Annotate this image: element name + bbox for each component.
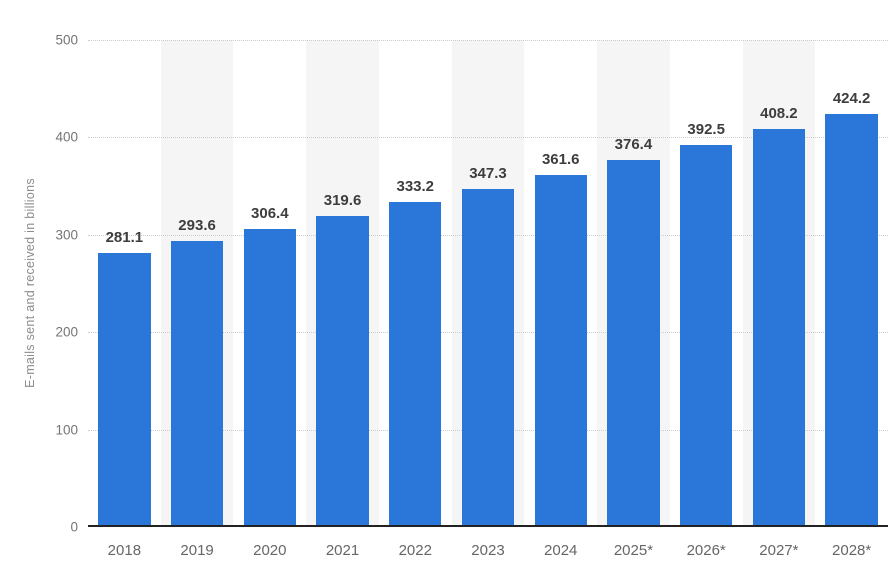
- value-label: 333.2: [396, 178, 435, 196]
- chart-column: 281.1 2018: [88, 40, 161, 559]
- value-label: 281.1: [105, 229, 144, 247]
- bar-2023[interactable]: [461, 188, 515, 527]
- bar-2018[interactable]: [98, 253, 151, 527]
- x-tick-label: 2023: [471, 542, 505, 559]
- x-tick-label: 2019: [180, 542, 214, 559]
- chart-column: 376.4 2025*: [597, 40, 670, 559]
- plot-area: 0 100 200 300 400 500 281.1 2018 293.6 2019 306.4 2…: [55, 33, 888, 559]
- value-label: 361.6: [541, 150, 580, 168]
- bar-2021[interactable]: [316, 215, 369, 527]
- x-tick-label: 2025*: [613, 542, 654, 559]
- y-tick-label: 0: [70, 519, 78, 535]
- y-tick-label: 500: [55, 32, 78, 48]
- bar-2028[interactable]: [825, 113, 878, 527]
- gridline: [88, 137, 888, 139]
- value-label: 319.6: [323, 191, 362, 209]
- value-label: 392.5: [687, 120, 725, 138]
- bar-2022[interactable]: [389, 202, 442, 527]
- chart-column: 424.2 2028*: [815, 40, 888, 559]
- chart-column: 347.3 2023: [452, 40, 525, 559]
- x-tick-label: 2018: [107, 542, 142, 559]
- value-label: 424.2: [832, 89, 871, 107]
- chart-column: 408.2 2027*: [743, 40, 816, 559]
- y-tick-label: 100: [55, 422, 78, 438]
- gridline: [88, 40, 888, 41]
- value-label: 306.4: [251, 204, 289, 222]
- x-tick-label: 2022: [398, 542, 432, 559]
- bar-2024[interactable]: [534, 174, 587, 527]
- chart-column: 392.5 2026*: [670, 40, 743, 559]
- bar-2020[interactable]: [243, 228, 296, 527]
- y-tick-label: 300: [55, 227, 78, 243]
- x-tick-label: 2027*: [759, 542, 799, 559]
- x-tick-label: 2020: [253, 542, 287, 559]
- bar-2019[interactable]: [170, 241, 224, 527]
- value-label: 347.3: [469, 164, 507, 182]
- bar-2025[interactable]: [607, 160, 660, 527]
- chart-column: 293.6 2019: [161, 40, 234, 559]
- value-label: 293.6: [178, 217, 216, 235]
- x-tick-label: 2021: [325, 542, 360, 559]
- x-tick-label: 2026*: [686, 542, 726, 559]
- x-tick-label: 2024: [544, 542, 578, 559]
- bar-2027[interactable]: [752, 129, 806, 527]
- chart-column: 306.4 2020: [233, 40, 306, 559]
- y-axis-title: E-mails sent and received in billions: [23, 178, 37, 388]
- value-label: 408.2: [760, 105, 798, 123]
- y-tick-label: 200: [55, 324, 78, 340]
- bar-2026[interactable]: [679, 144, 733, 527]
- chart-column: 333.2 2022: [379, 40, 452, 559]
- chart-column: 361.6 2024: [524, 40, 597, 559]
- x-axis-line: [88, 525, 888, 527]
- y-tick-label: 400: [55, 129, 78, 145]
- value-label: 376.4: [614, 136, 653, 154]
- x-tick-label: 2028*: [832, 542, 872, 559]
- chart-column: 319.6 2021: [306, 40, 379, 559]
